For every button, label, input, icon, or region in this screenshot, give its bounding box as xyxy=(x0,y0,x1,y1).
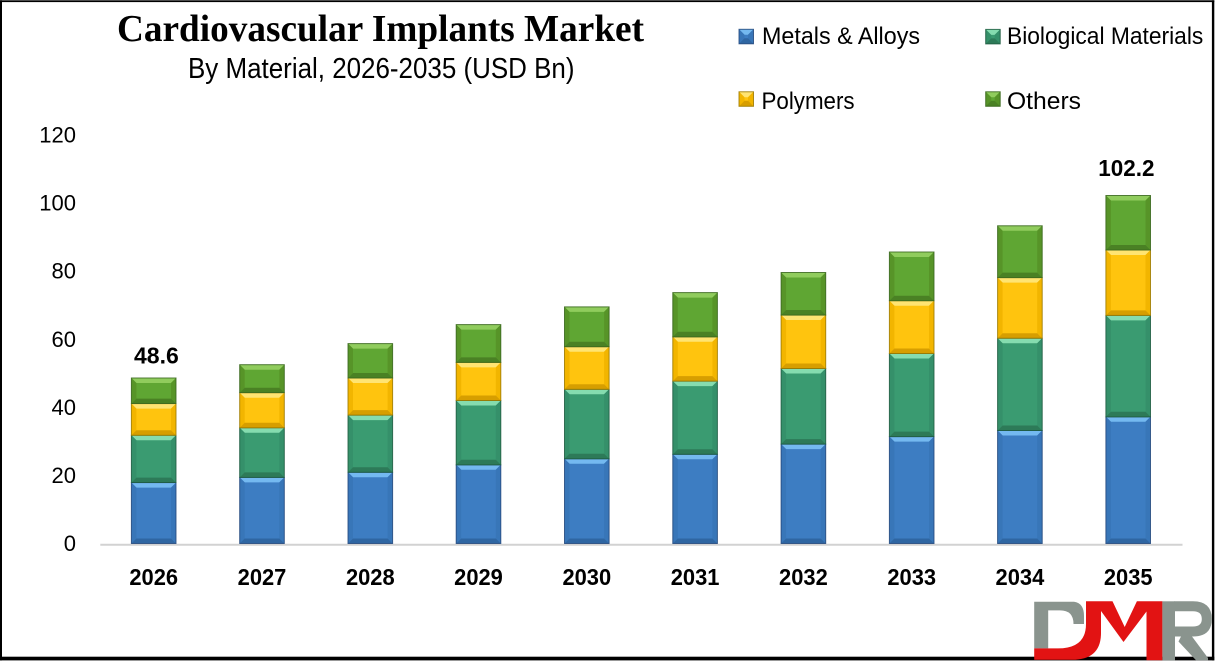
svg-text:Polymers: Polymers xyxy=(762,88,855,115)
svg-text:2026: 2026 xyxy=(129,564,178,590)
svg-text:60: 60 xyxy=(52,327,76,352)
svg-text:20: 20 xyxy=(52,463,76,488)
svg-text:48.6: 48.6 xyxy=(134,343,179,369)
svg-text:40: 40 xyxy=(52,395,76,420)
svg-text:2028: 2028 xyxy=(346,564,395,590)
svg-text:0: 0 xyxy=(64,531,76,556)
svg-text:80: 80 xyxy=(52,259,76,284)
svg-text:By Material, 2026-2035 (USD Bn: By Material, 2026-2035 (USD Bn) xyxy=(188,53,575,85)
svg-text:Biological Materials: Biological Materials xyxy=(1007,23,1203,50)
svg-text:120: 120 xyxy=(39,123,76,148)
svg-text:2030: 2030 xyxy=(562,564,611,590)
svg-text:Cardiovascular Implants Market: Cardiovascular Implants Market xyxy=(117,8,644,50)
svg-text:Metals & Alloys: Metals & Alloys xyxy=(762,23,920,50)
svg-text:2034: 2034 xyxy=(996,564,1045,590)
svg-text:2031: 2031 xyxy=(671,564,720,590)
svg-text:2032: 2032 xyxy=(779,564,828,590)
svg-text:102.2: 102.2 xyxy=(1098,155,1154,181)
svg-text:2033: 2033 xyxy=(887,564,936,590)
svg-text:Others: Others xyxy=(1007,88,1081,115)
svg-text:2035: 2035 xyxy=(1104,564,1153,590)
svg-text:100: 100 xyxy=(39,191,76,216)
svg-text:2029: 2029 xyxy=(454,564,503,590)
svg-text:2027: 2027 xyxy=(238,564,287,590)
